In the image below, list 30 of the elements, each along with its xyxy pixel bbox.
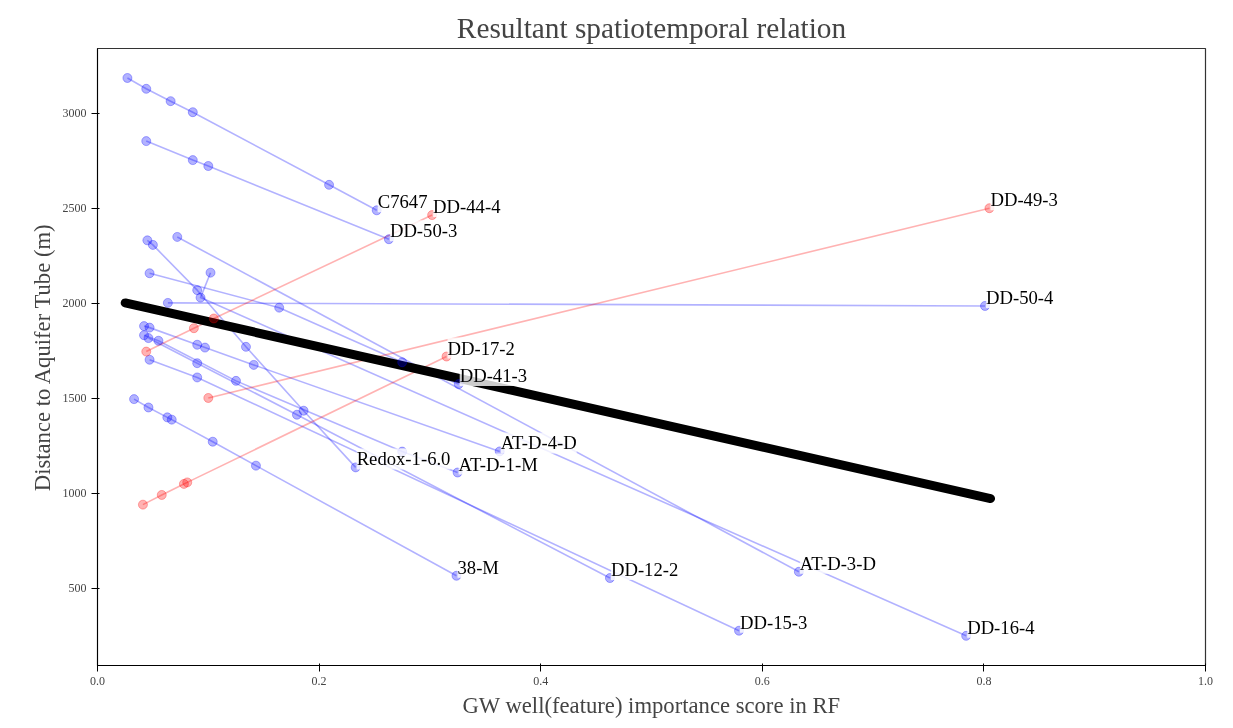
series-label: DD-50-3	[389, 220, 458, 242]
y-tick-label: 500	[68, 581, 87, 596]
series-label: DD-12-2	[610, 559, 679, 581]
y-tick-label: 3000	[62, 106, 87, 121]
series-label: DD-16-4	[967, 616, 1036, 638]
series-label: DD-17-2	[447, 337, 515, 359]
y-tick-label: 1000	[62, 486, 87, 501]
series-label: AT-D-3-D	[799, 552, 876, 574]
y-tick-label: 2500	[62, 201, 87, 216]
series-label: DD-50-4	[986, 286, 1055, 308]
series-label: DD-15-3	[740, 611, 808, 633]
series-label: DD-49-3	[990, 189, 1058, 211]
x-tick-label: 1.0	[1198, 673, 1213, 688]
x-tick-label: 0.8	[976, 673, 992, 688]
x-tick-label: 0.6	[754, 673, 770, 688]
y-tick-label: 2000	[62, 296, 87, 311]
series-label: 38-M	[457, 556, 500, 578]
x-tick-label: 0.2	[311, 673, 327, 688]
chart-title: Resultant spatiotemporal relation	[456, 11, 847, 44]
x-axis-title: GW well(feature) importance score in RF	[462, 692, 841, 718]
x-tick-label: 0.0	[90, 673, 105, 688]
y-axis-title: Distance to Aquifer Tube (m)	[29, 224, 55, 492]
series-label: DD-41-3	[459, 365, 528, 387]
x-tick-label: 0.4	[533, 673, 549, 688]
series-label: AT-D-1-M	[458, 453, 539, 475]
series-label: C7647	[377, 191, 428, 213]
y-tick-label: 1500	[62, 391, 87, 406]
series-label: Redox-1-6.0	[356, 448, 451, 470]
series-label: DD-44-4	[433, 196, 502, 218]
series-label: AT-D-4-D	[500, 432, 577, 454]
